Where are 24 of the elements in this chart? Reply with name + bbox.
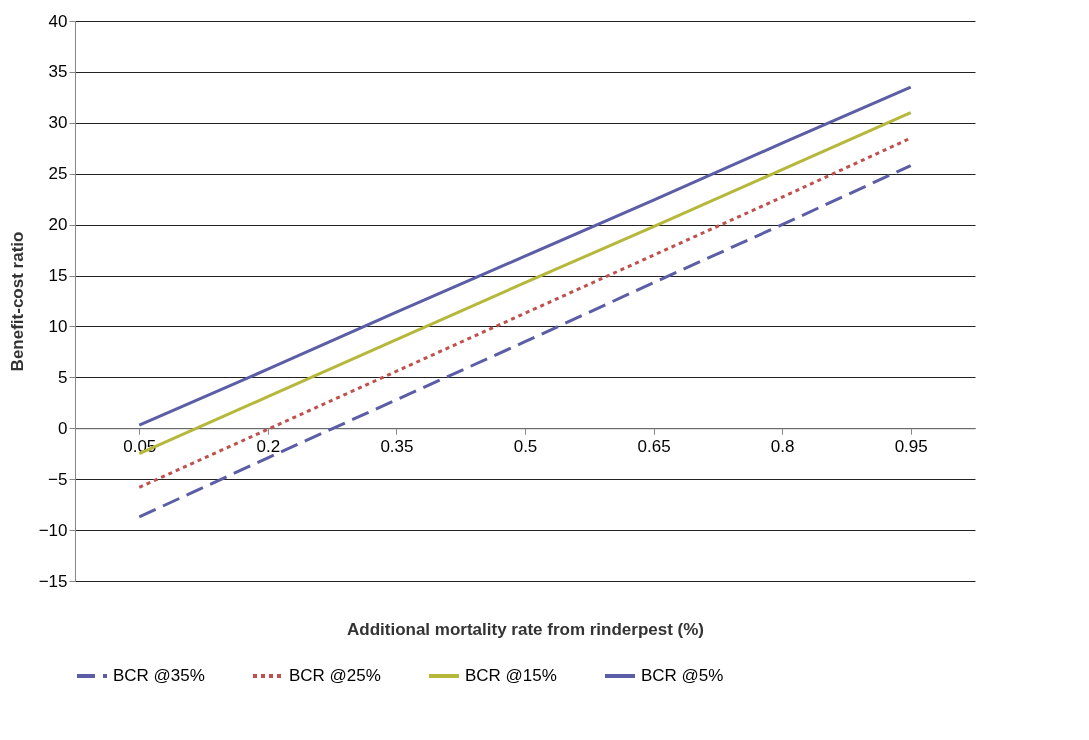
x-tick-label: 0.2 bbox=[256, 436, 281, 456]
legend-label: BCR @15% bbox=[465, 666, 557, 685]
y-tick-label: 25 bbox=[48, 164, 68, 184]
y-tick-label: 35 bbox=[48, 62, 68, 82]
y-tick-label: 15 bbox=[48, 266, 68, 286]
legend-label: BCR @35% bbox=[113, 666, 205, 685]
y-tick-label: −10 bbox=[38, 520, 68, 540]
y-axis-title: Benefit-cost ratio bbox=[7, 231, 27, 372]
y-tick-label: 0 bbox=[58, 418, 68, 438]
x-tick-label: 0.8 bbox=[770, 436, 795, 456]
y-tick-label: 10 bbox=[48, 316, 68, 336]
y-tick-label: 40 bbox=[48, 11, 68, 31]
x-axis-title: Additional mortality rate from rinderpest (%) bbox=[346, 619, 705, 639]
y-tick-label: 5 bbox=[58, 367, 68, 387]
y-tick-label: −5 bbox=[48, 469, 68, 489]
legend-label: BCR @25% bbox=[289, 666, 381, 685]
x-tick-label: 0.95 bbox=[894, 436, 928, 456]
x-tick-label: 0.5 bbox=[513, 436, 538, 456]
y-tick-label: −15 bbox=[38, 571, 68, 591]
x-tick-label: 0.65 bbox=[637, 436, 671, 456]
legend-label: BCR @5% bbox=[641, 666, 724, 685]
y-tick-label: 30 bbox=[48, 113, 68, 133]
y-tick-label: 20 bbox=[48, 215, 68, 235]
x-tick-label: 0.35 bbox=[380, 436, 414, 456]
